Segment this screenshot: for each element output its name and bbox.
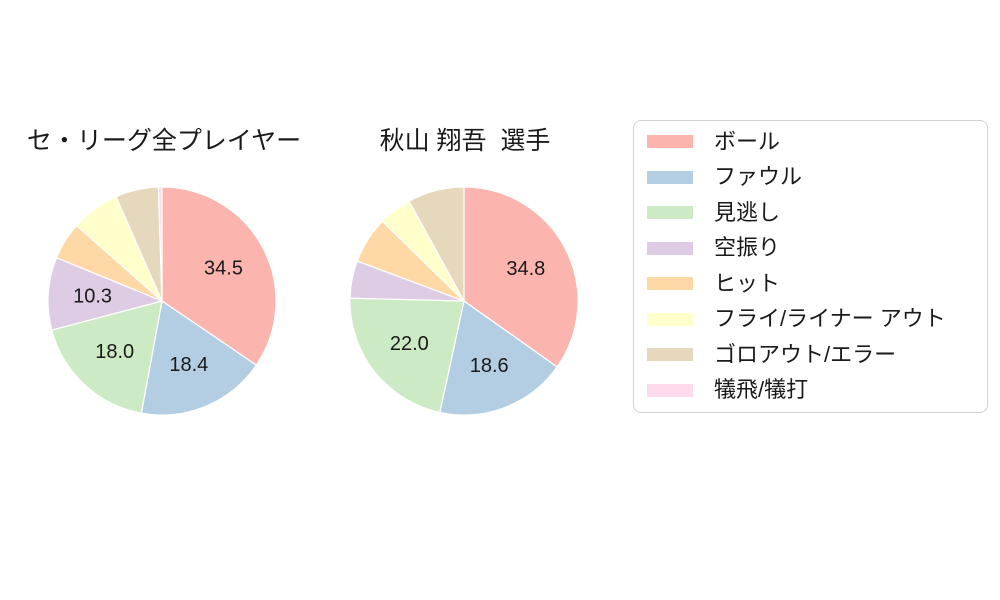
legend: ボールファウル見逃し空振りヒットフライ/ライナー アウト ゴロアウト/エラー 犠飛/… [633,120,988,413]
legend-label-sacrifice: 犠飛/犠打 [714,377,809,403]
legend-item-hit: ヒット [634,266,987,302]
pie-league-slice-called-strike [51,300,163,414]
legend-label-fly-liner-out: フライ/ライナー アウト [714,306,946,332]
slice-value-label-swinging-strike: 10.3 [73,285,112,307]
legend-item-ball: ボール [634,124,987,160]
legend-label-foul: ファウル [714,164,803,190]
pie-league-slice-sacrifice [157,186,163,302]
legend-item-ground-out-error: ゴロアウト/エラー [634,337,987,373]
slice-value-label-ball: 34.8 [506,258,545,280]
legend-swatch-fly-liner-out [647,312,693,326]
legend-label-swinging-strike: 空振り [714,235,781,261]
legend-item-swinging-strike: 空振り [634,231,987,267]
pie-league-slice-ball [161,186,277,366]
legend-swatch-swinging-strike [647,241,693,255]
slice-value-label-called-strike: 18.0 [95,341,134,363]
legend-swatch-ball [647,135,693,149]
pie-player-slice-ground-out-error [408,186,465,302]
legend-label-ball: ボール [714,128,781,154]
pie-player-slice-called-strike [349,297,465,414]
legend-label-called-strike: 見逃し [714,199,781,225]
slice-value-label-foul: 18.4 [169,354,208,376]
slice-value-label-ball: 34.5 [204,258,243,280]
legend-swatch-foul [647,170,693,184]
legend-item-sacrifice: 犠飛/犠打 [634,373,987,409]
pie-chart-league-title: セ・リーグ全プレイヤー [26,127,302,155]
legend-swatch-ground-out-error [647,348,693,362]
legend-swatch-called-strike [647,206,693,220]
pie-league-slice-swinging-strike [47,257,163,331]
legend-label-hit: ヒット [714,270,781,296]
legend-label-ground-out-error: ゴロアウト/エラー [714,341,897,367]
legend-item-called-strike: 見逃し [634,195,987,231]
pie-chart-player-title: 秋山 翔吾 選手 [379,127,551,155]
legend-item-foul: ファウル [634,160,987,196]
slice-value-label-foul: 18.6 [470,355,509,377]
slice-value-label-called-strike: 22.0 [390,333,429,355]
legend-swatch-hit [647,277,693,291]
pie-league-slice-foul [140,300,257,416]
legend-swatch-sacrifice [647,383,693,397]
pie-player-slice-ball [463,186,579,368]
pie-chart-player: 34.8 18.6 22.0 [349,186,579,416]
legend-item-fly-liner-out: フライ/ライナー アウト [634,302,987,338]
pie-player-slice-foul [439,300,558,416]
pie-chart-league: 34.5 18.4 18.0 10.3 [47,186,277,416]
